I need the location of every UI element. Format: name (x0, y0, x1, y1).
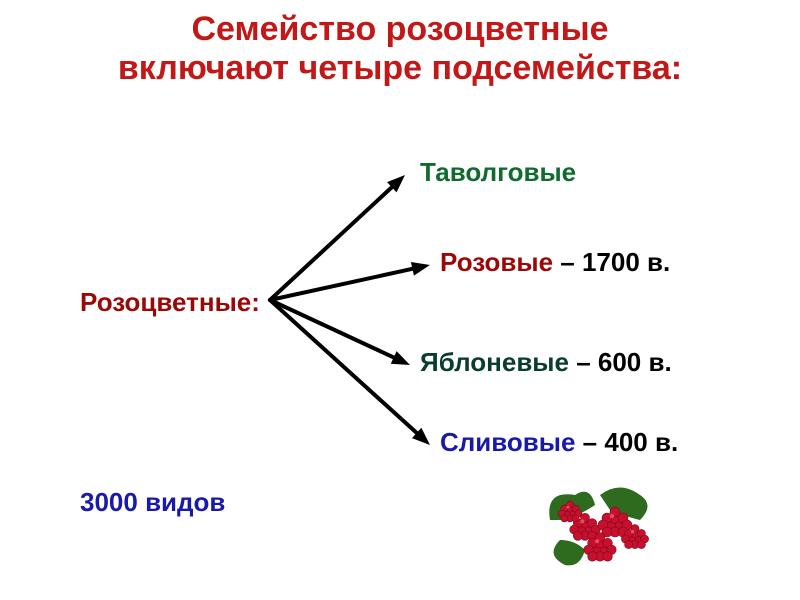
raspberry-image (540, 480, 660, 570)
branch-suffix: – 600 в. (569, 347, 672, 377)
branch-name: Яблоневые (420, 347, 569, 377)
branch-label: Яблоневые – 600 в. (420, 347, 672, 378)
branch-label: Розовые – 1700 в. (440, 247, 670, 278)
slide: Семейство розоцветные включают четыре по… (0, 0, 800, 600)
branch-name: Сливовые (440, 427, 575, 457)
branch-label: Таволговые (420, 157, 576, 188)
branch-suffix: – 1700 в. (553, 247, 670, 277)
branch-label: Сливовые – 400 в. (440, 427, 678, 458)
branch-name: Розовые (440, 247, 553, 277)
branch-name: Таволговые (420, 157, 576, 187)
branch-suffix: – 400 в. (575, 427, 678, 457)
branch-arrows (0, 0, 800, 600)
